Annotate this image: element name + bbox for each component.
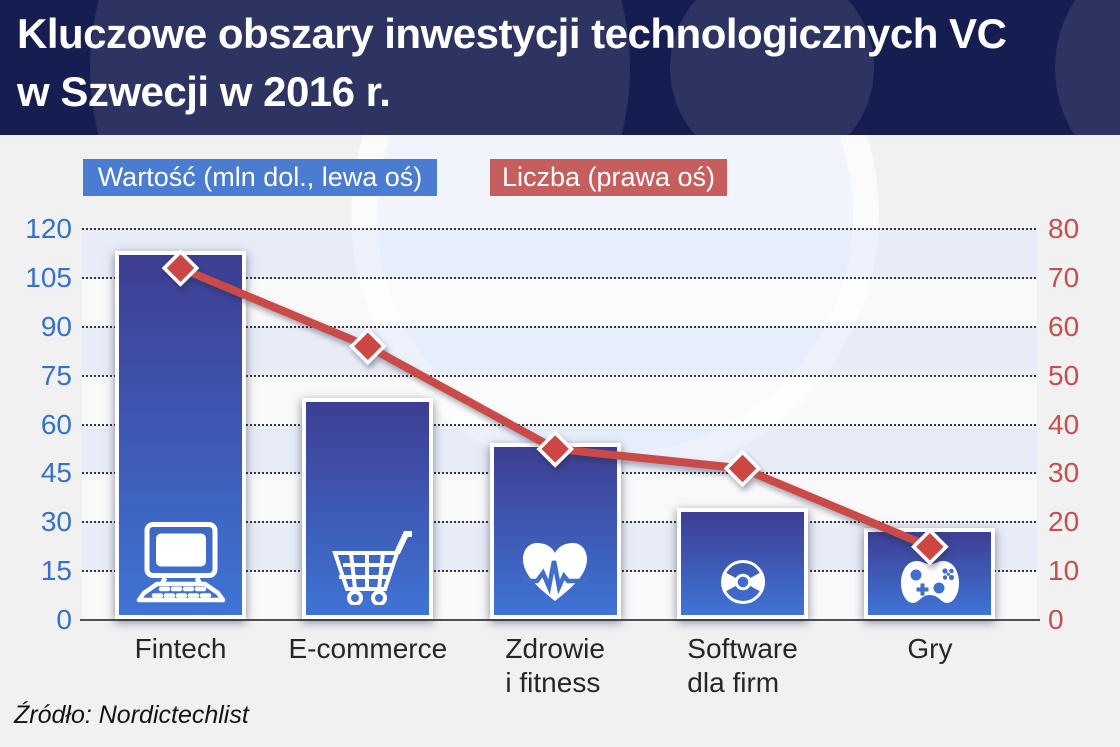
category-label: E-commerce [288,633,448,664]
right-axis-tick-label: 60 [1048,310,1080,342]
page-title: Kluczowe obszary inwestycji technologicz… [17,10,1007,115]
left-axis-tick-label: 30 [40,506,72,538]
computer-icon [136,521,225,603]
right-axis-tick-label: 20 [1048,506,1080,538]
legend-value-left-axis: Wartość (mln dol., lewa oś) [83,159,437,196]
right-axis-tick-label: 40 [1048,408,1080,440]
bar-software-dla-firm [677,508,809,619]
category-label: Software dla firm [687,633,798,698]
left-axis-tick-label: 0 [56,604,72,635]
cart-icon [332,530,412,606]
left-axis-tick-label: 105 [25,261,72,293]
bar-icon-slot [681,559,804,610]
bar-gry [864,528,996,619]
right-axis-tick-label: 10 [1048,555,1080,587]
left-axis-tick-label: 60 [40,408,72,440]
source-credit: Źródło: Nordictechlist [14,701,249,729]
bar-icon-slot [494,542,617,610]
bar-icon-slot [306,527,429,610]
right-axis-tick-label: 80 [1048,213,1080,244]
bar-fintech [115,251,246,619]
category-label: Zdrowie i fitness [505,633,605,698]
left-axis-tick-label: 120 [25,213,72,244]
category-label: Gry [907,633,953,664]
right-axis-tick-label: 30 [1048,457,1080,489]
disc-icon [720,559,765,604]
legend-count-right-axis: Liczba (prawa oś) [490,159,727,196]
right-axis-tick-label: 70 [1048,261,1080,293]
x-axis-line [80,619,1040,621]
right-axis-tick-label: 0 [1048,604,1064,635]
left-axis-tick-label: 45 [40,457,72,489]
left-axis-tick-label: 15 [40,555,72,587]
bar-icon-slot [868,559,991,610]
left-axis-tick-label: 75 [40,359,72,391]
bar-e-commerce [302,397,434,619]
title-banner: Kluczowe obszary inwestycji technologicz… [0,0,1120,135]
right-axis-tick-label: 50 [1048,359,1080,391]
category-label: Fintech [134,633,227,664]
left-axis-tick-label: 90 [40,310,72,342]
heart-pulse-icon [523,542,588,601]
gridline [82,228,1037,230]
gamepad-icon [900,560,959,603]
bar-zdrowie-i-fitness [489,443,621,619]
bar-icon-slot [119,521,242,610]
